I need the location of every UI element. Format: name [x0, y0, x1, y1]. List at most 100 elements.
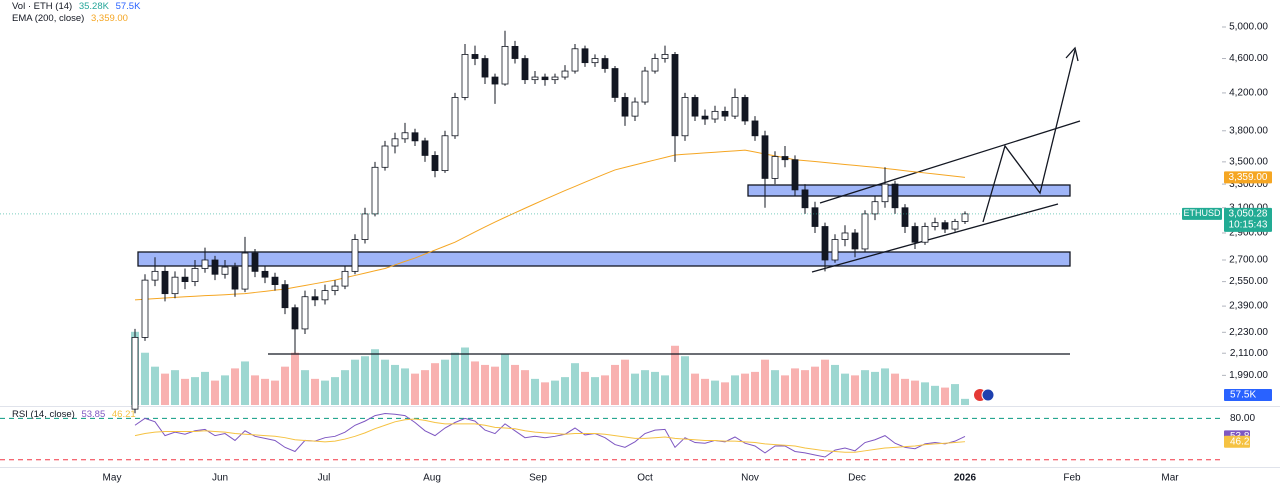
rsi-value-label: 46.21 — [1230, 436, 1255, 447]
candle-body — [771, 156, 779, 179]
ema-line — [134, 149, 966, 301]
volume-bar — [901, 378, 909, 405]
volume-bar — [651, 371, 659, 405]
candle-body — [211, 259, 219, 275]
candle-body — [561, 70, 569, 78]
volume-bar — [891, 373, 899, 405]
volume-bar — [641, 370, 649, 405]
volume-bar — [421, 370, 429, 405]
candle-body — [481, 58, 489, 78]
volume-bar — [801, 370, 809, 405]
projection-arrow — [982, 49, 1076, 223]
legend-value: 46.21 — [111, 409, 136, 420]
candle-body — [451, 97, 459, 137]
rsi-line — [134, 413, 966, 458]
y-tick-label: 3,500.00 — [1229, 157, 1268, 168]
candle-body — [521, 58, 529, 81]
candle-body — [411, 132, 419, 142]
candle-body — [291, 307, 299, 330]
y-tick-label: 2,700.00 — [1229, 255, 1268, 266]
candle-body — [891, 183, 899, 209]
volume-bar — [911, 380, 919, 405]
candle-body — [271, 276, 279, 285]
candle-body — [591, 58, 599, 64]
candle-body — [501, 45, 509, 85]
candle-body — [831, 239, 839, 261]
volume-bar — [481, 364, 489, 405]
x-tick-label: Aug — [423, 473, 441, 484]
candle-body — [551, 76, 559, 81]
volume-bar — [591, 377, 599, 405]
volume-bar — [231, 368, 239, 405]
volume-bar — [321, 380, 329, 405]
candle-body — [751, 120, 759, 137]
volume-bar — [291, 352, 299, 405]
volume-bar — [351, 359, 359, 405]
volume-bar — [261, 378, 269, 405]
candle-body — [621, 97, 629, 117]
volume-bar — [761, 359, 769, 405]
arrow-head — [1065, 46, 1079, 62]
channel-line — [811, 203, 1059, 273]
volume-bar — [771, 370, 779, 405]
volume-bar — [941, 387, 949, 405]
volume-ma-box — [1224, 388, 1272, 401]
volume-bar — [581, 371, 589, 405]
symbol-box — [1182, 207, 1222, 220]
volume-bar — [701, 378, 709, 405]
volume-bar — [501, 354, 509, 405]
candle-body — [151, 270, 159, 281]
candle-body — [911, 226, 919, 243]
y-tick-label: 1,990.00 — [1229, 370, 1268, 381]
candle-body — [631, 101, 639, 117]
volume-bar — [391, 364, 399, 405]
candle-body — [961, 213, 969, 222]
candle-body — [351, 239, 359, 272]
y-tick-label: 2,390.00 — [1229, 301, 1268, 312]
candle-body — [941, 222, 949, 230]
y-tick-label: 2,110.00 — [1230, 348, 1269, 359]
x-tick-label: Jul — [318, 473, 331, 484]
rsi-box — [1224, 435, 1250, 448]
y-tick-label: 2,550.00 — [1229, 276, 1268, 287]
candle-body — [401, 132, 409, 140]
volume-bar — [721, 382, 729, 405]
volume-bar — [811, 366, 819, 405]
candle-body — [691, 97, 699, 117]
candle-body — [471, 54, 479, 59]
volume-bar — [571, 363, 579, 405]
volume-bar — [521, 370, 529, 405]
candle-body — [791, 159, 799, 191]
volume-bar — [141, 352, 149, 405]
candle-body — [711, 110, 719, 120]
volume-bar — [871, 371, 879, 405]
legend-title: Vol · ETH (14) — [12, 1, 73, 12]
price-box — [1224, 207, 1272, 232]
volume-bar — [441, 359, 449, 405]
candle-body — [851, 232, 859, 250]
resistance-zone — [747, 184, 1071, 197]
x-tick-label: Sep — [529, 473, 547, 484]
volume-legend: Vol · ETH (14) 35.28K 57.5K — [12, 1, 144, 12]
candle-body — [811, 207, 819, 227]
x-tick-label: Dec — [848, 473, 866, 484]
x-tick-label: Jun — [212, 473, 228, 484]
candle-body — [131, 337, 139, 410]
candle-body — [661, 54, 669, 59]
volume-bar — [241, 361, 249, 405]
volume-bar — [781, 375, 789, 405]
candle-body — [601, 58, 609, 69]
volume-bar — [211, 380, 219, 405]
candle-body — [821, 226, 829, 261]
volume-bar — [201, 371, 209, 405]
y-tick-label: 3,300.00 — [1229, 179, 1268, 190]
candle-body — [841, 232, 849, 240]
legend-value: 53.85 — [81, 409, 106, 420]
candle-body — [231, 266, 239, 290]
candle-body — [371, 166, 379, 215]
volume-bar — [951, 384, 959, 405]
candle-body — [171, 276, 179, 295]
volume-bar — [541, 382, 549, 405]
volume-bar — [161, 373, 169, 405]
volume-bar — [471, 361, 479, 405]
